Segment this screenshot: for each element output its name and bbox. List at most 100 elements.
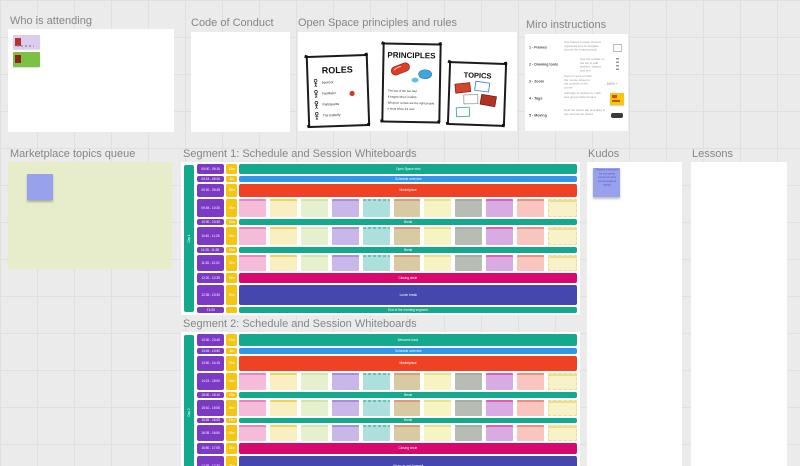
- duration-cell[interactable]: 10m: [226, 392, 237, 398]
- session-board-tile[interactable]: [424, 400, 452, 416]
- session-board-tile[interactable]: [269, 255, 297, 271]
- session-board-tile[interactable]: [239, 255, 266, 271]
- attendee-card[interactable]: [13, 35, 40, 49]
- topic-sticky-note[interactable]: [27, 174, 53, 200]
- duration-cell[interactable]: 10m: [226, 247, 237, 253]
- session-board-tile[interactable]: [269, 373, 297, 390]
- duration-cell[interactable]: 45m: [226, 400, 237, 416]
- schedule-band-magenta[interactable]: Closing circle: [239, 443, 577, 454]
- session-board-tile[interactable]: [331, 400, 359, 416]
- session-board-tile[interactable]: [486, 255, 514, 271]
- session-board-tile[interactable]: [486, 425, 514, 441]
- time-slot-label[interactable]: 14:15 - 15:00: [197, 373, 224, 390]
- time-slot-label[interactable]: 11:25 - 11:35: [197, 247, 224, 253]
- session-board-tile[interactable]: [517, 400, 545, 416]
- time-slot-label[interactable]: 12:20 - 12:35: [197, 273, 224, 283]
- frame-title-conduct[interactable]: Code of Conduct: [191, 17, 274, 29]
- time-slot-label[interactable]: 10:40 - 11:25: [197, 227, 224, 245]
- session-board-tile[interactable]: [269, 199, 297, 217]
- frame-title-openspace[interactable]: Open Space principles and rules: [298, 17, 457, 29]
- session-board-tile[interactable]: [362, 425, 390, 441]
- session-board-tile[interactable]: [269, 400, 297, 416]
- schedule-band-teal[interactable]: End of the morning segment: [239, 307, 577, 313]
- session-board-tile[interactable]: [269, 425, 297, 441]
- session-board-tile[interactable]: [424, 199, 452, 217]
- schedule-band-teal[interactable]: Break: [239, 247, 577, 253]
- session-board-tile[interactable]: [548, 425, 577, 441]
- duration-cell[interactable]: 45m: [226, 227, 237, 245]
- session-board-tile[interactable]: [424, 373, 452, 390]
- duration-cell[interactable]: 10m: [226, 219, 237, 225]
- session-board-tile[interactable]: [455, 425, 483, 441]
- time-slot-label[interactable]: 15:00 - 15:10: [197, 392, 224, 398]
- duration-cell[interactable]: 15m: [226, 443, 237, 454]
- session-board-tile[interactable]: [517, 425, 545, 441]
- session-board-tile[interactable]: [362, 400, 390, 416]
- duration-cell[interactable]: 45m: [226, 425, 237, 441]
- duration-cell[interactable]: 15m: [226, 273, 237, 283]
- session-board-tile[interactable]: [486, 199, 514, 217]
- session-board-tile[interactable]: [362, 255, 390, 271]
- schedule-band-indigo[interactable]: Wrap-up and farewell: [239, 456, 577, 466]
- schedule-band-teal[interactable]: Break: [239, 219, 577, 225]
- session-board-tile[interactable]: [517, 255, 545, 271]
- session-board-tile[interactable]: [393, 425, 421, 441]
- session-board-tile[interactable]: [486, 400, 514, 416]
- session-board-tile[interactable]: [300, 199, 328, 217]
- session-board-tile[interactable]: [239, 199, 266, 217]
- session-board-tile[interactable]: [362, 373, 390, 390]
- frame-title-marketplace[interactable]: Marketplace topics queue: [10, 148, 136, 160]
- time-slot-label[interactable]: 09:45 - 10:30: [197, 199, 224, 217]
- session-board-tile[interactable]: [331, 373, 359, 390]
- session-board-tile[interactable]: [424, 255, 452, 271]
- frame-title-kudos[interactable]: Kudos: [588, 148, 620, 160]
- schedule-band-blue[interactable]: Schedule overview: [239, 176, 577, 182]
- time-slot-label[interactable]: 13:45 - 13:50: [197, 348, 224, 354]
- session-board-tile[interactable]: [517, 373, 545, 390]
- frame-title-miro[interactable]: Miro instructions: [526, 19, 607, 31]
- session-board-tile[interactable]: [517, 227, 545, 245]
- session-board-tile[interactable]: [455, 255, 483, 271]
- time-slot-label[interactable]: 15:55 - 16:05: [197, 418, 224, 423]
- attendee-card[interactable]: [13, 52, 40, 67]
- session-board-tile[interactable]: [331, 255, 359, 271]
- time-slot-label[interactable]: 09:20 - 09:45: [197, 184, 224, 197]
- session-board-tile[interactable]: [362, 199, 390, 217]
- duration-cell[interactable]: 5m: [226, 176, 237, 182]
- session-board-tile[interactable]: [424, 425, 452, 441]
- session-board-tile[interactable]: [300, 255, 328, 271]
- duration-cell[interactable]: 25m: [226, 456, 237, 466]
- time-slot-label[interactable]: 13:30 - 13:45: [197, 334, 224, 346]
- schedule-band-teal[interactable]: Open Space intro: [239, 164, 577, 174]
- time-slot-label[interactable]: 09:15 - 09:20: [197, 176, 224, 182]
- session-board-tile[interactable]: [486, 373, 514, 390]
- session-board-tile[interactable]: [455, 400, 483, 416]
- session-board-tile[interactable]: [393, 400, 421, 416]
- duration-cell[interactable]: 45m: [226, 255, 237, 271]
- time-slot-label[interactable]: 11:35 - 12:20: [197, 255, 224, 271]
- time-slot-label[interactable]: 09:00 - 09:15: [197, 164, 224, 174]
- session-board-tile[interactable]: [239, 227, 266, 245]
- session-board-tile[interactable]: [548, 255, 577, 271]
- duration-cell[interactable]: 15m: [226, 334, 237, 346]
- session-board-tile[interactable]: [331, 227, 359, 245]
- session-board-tile[interactable]: [239, 425, 266, 441]
- schedule-band-red[interactable]: Marketplace: [239, 184, 577, 197]
- schedule-band-teal[interactable]: Break: [239, 418, 577, 423]
- session-board-tile[interactable]: [548, 227, 577, 245]
- session-board-tile[interactable]: [331, 425, 359, 441]
- time-slot-label[interactable]: 15:10 - 15:55: [197, 400, 224, 416]
- session-board-tile[interactable]: [548, 199, 577, 217]
- duration-cell[interactable]: 55m: [226, 285, 237, 305]
- duration-cell[interactable]: 25m: [226, 184, 237, 197]
- session-board-tile[interactable]: [424, 227, 452, 245]
- schedule-band-teal[interactable]: Welcome back: [239, 334, 577, 346]
- schedule-band-indigo[interactable]: Lunch break: [239, 285, 577, 305]
- frame-title-lessons[interactable]: Lessons: [692, 148, 733, 160]
- schedule-band-magenta[interactable]: Closing circle: [239, 273, 577, 283]
- duration-cell[interactable]: 25m: [226, 356, 237, 371]
- duration-cell[interactable]: 5m: [226, 348, 237, 354]
- session-board-tile[interactable]: [548, 400, 577, 416]
- time-slot-label[interactable]: 12:35 - 13:30: [197, 285, 224, 305]
